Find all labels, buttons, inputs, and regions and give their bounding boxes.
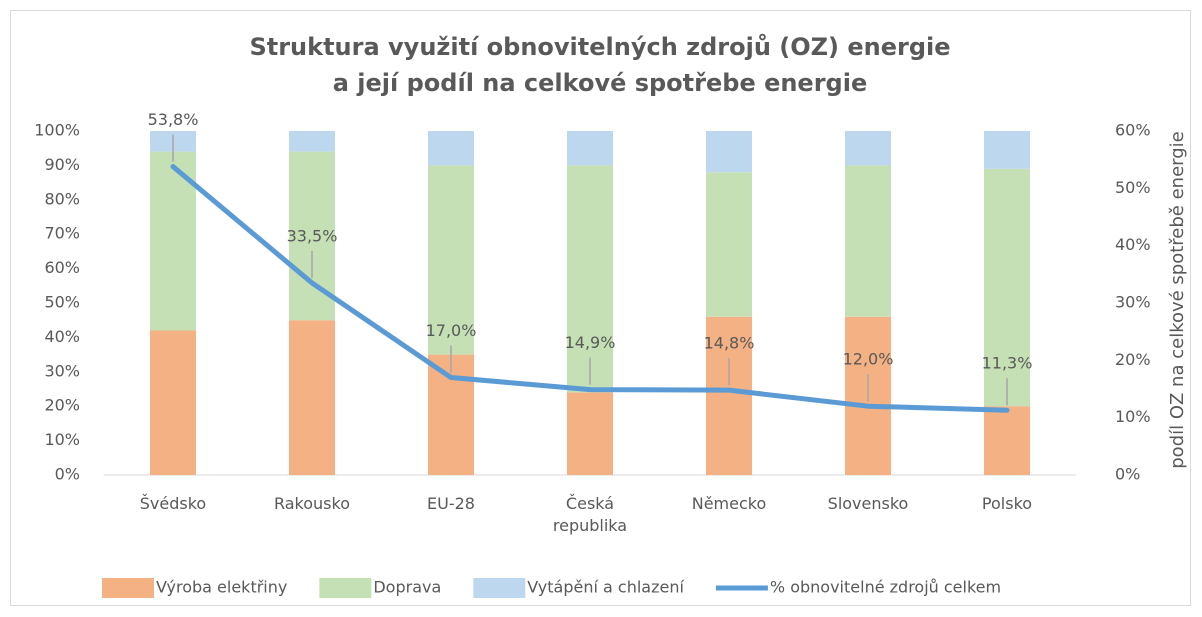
data-label: 14,8% <box>704 334 755 353</box>
data-label: 33,5% <box>287 226 338 245</box>
x-tick-label: EU-28 <box>427 494 475 513</box>
legend-swatch <box>319 578 372 598</box>
bar-segment <box>984 168 1030 407</box>
line-series <box>170 164 1010 413</box>
x-tick-label: Slovensko <box>827 494 909 513</box>
x-tick-label: Rakousko <box>273 494 350 513</box>
bar-segment <box>428 354 474 475</box>
data-label: 11,3% <box>982 354 1033 373</box>
bar-segment <box>984 406 1030 475</box>
bar-segment <box>845 131 891 166</box>
bar-segment <box>428 131 474 166</box>
data-label: 12,0% <box>843 350 894 369</box>
legend-label: Vytápění a chlazení <box>527 578 684 597</box>
x-tick-label: Švédsko <box>139 494 207 513</box>
bar-segment <box>428 165 474 355</box>
legend-swatch <box>473 578 526 598</box>
y2-tick-label: 10% <box>1115 407 1151 426</box>
legend-label: % obnovitelné zdrojů celkem <box>770 578 1001 597</box>
bar-segment <box>845 165 891 317</box>
y2-axis-title: podíl OZ na celkové spotřebě energie <box>1167 131 1188 469</box>
y-tick-label: 10% <box>44 430 80 449</box>
bar-segment <box>289 320 335 475</box>
data-label: 14,9% <box>565 333 616 352</box>
x-tick-label: Česká republika <box>552 494 628 535</box>
bar-segment <box>289 131 335 152</box>
bar-segment <box>984 131 1030 169</box>
y-tick-label: 70% <box>44 224 80 243</box>
legend-swatch <box>102 578 154 598</box>
y-tick-label: 80% <box>44 189 80 208</box>
y2-tick-label: 30% <box>1115 293 1151 312</box>
y-tick-label: 30% <box>44 361 80 380</box>
y-tick-label: 0% <box>55 465 80 484</box>
y2-tick-label: 50% <box>1115 178 1151 197</box>
legend-label: Doprava <box>373 578 441 597</box>
legend-label: Výroba elektřiny <box>156 578 287 597</box>
x-tick-label: Německo <box>691 494 767 513</box>
y-tick-label: 100% <box>34 121 80 140</box>
y-tick-label: 60% <box>44 258 80 277</box>
y2-tick-label: 40% <box>1115 235 1151 254</box>
y-tick-label: 90% <box>44 155 80 174</box>
y2-tick-label: 0% <box>1115 465 1140 484</box>
data-label: 53,8% <box>148 110 199 129</box>
x-tick-label: Polsko <box>981 494 1033 513</box>
bar-segment <box>706 131 752 173</box>
bar-segment <box>567 131 613 166</box>
y-tick-label: 40% <box>44 327 80 346</box>
data-label: 17,0% <box>426 321 477 340</box>
bar-segment <box>567 165 613 393</box>
bar-segment <box>706 316 752 475</box>
chart-title: Struktura využití obnovitelných zdrojů (… <box>249 33 950 61</box>
y-tick-label: 50% <box>44 293 80 312</box>
y-tick-label: 20% <box>44 396 80 415</box>
bar-segment <box>567 392 613 475</box>
bar-segment <box>706 172 752 317</box>
y2-tick-label: 60% <box>1115 121 1151 140</box>
y2-tick-label: 20% <box>1115 350 1151 369</box>
bar-segment <box>150 330 196 475</box>
chart-title: a její podíl na celkové spotřebe energie <box>333 69 867 97</box>
